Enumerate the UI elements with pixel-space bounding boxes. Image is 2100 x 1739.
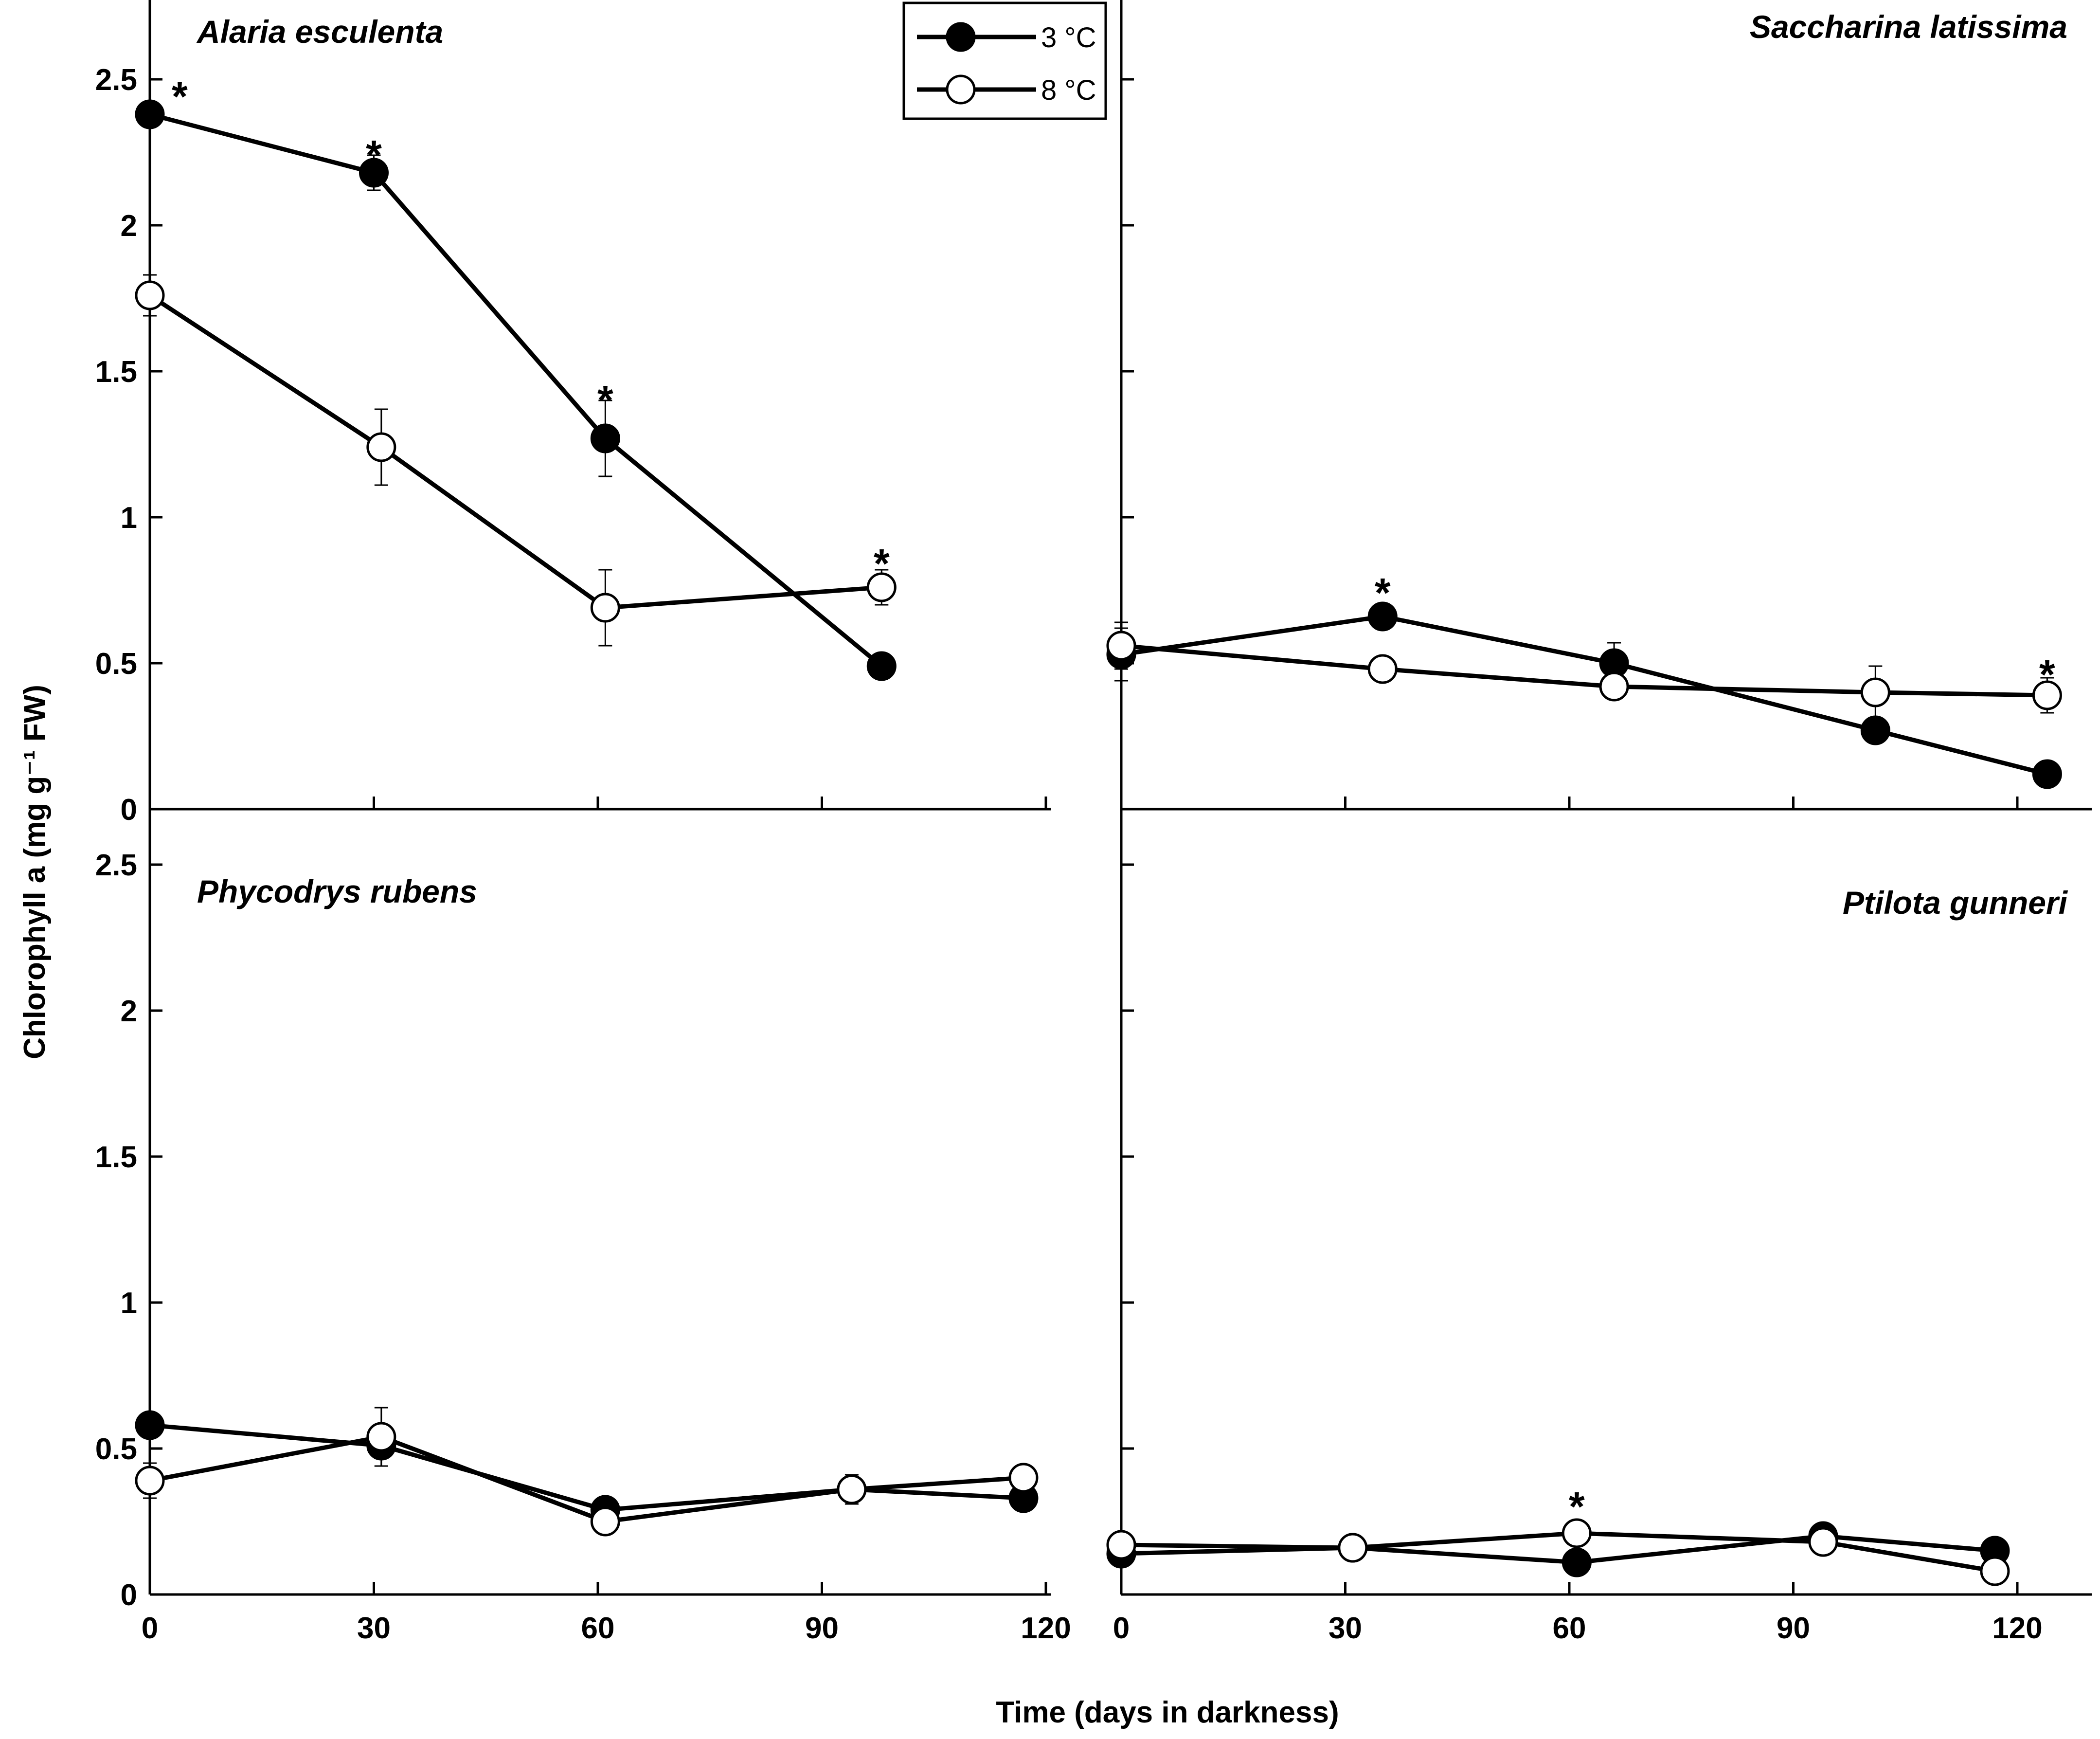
x-tick-label: 0 — [142, 1612, 158, 1645]
panel-title: Phycodrys rubens — [197, 873, 477, 909]
data-point-8c — [866, 572, 897, 602]
data-point-3c — [866, 651, 897, 681]
panel-title: Saccharina latissima — [1750, 9, 2067, 45]
x-tick-label: 0 — [1113, 1612, 1130, 1645]
y-tick-label: 1 — [121, 1286, 137, 1320]
data-point-8c — [1338, 1533, 1368, 1563]
y-tick-label: 0.5 — [95, 1432, 137, 1466]
y-tick-label: 2.5 — [95, 63, 137, 97]
data-point-3c — [590, 423, 620, 453]
significance-star: * — [2039, 652, 2055, 697]
data-point-8c — [590, 593, 620, 623]
y-tick-label: 1.5 — [95, 355, 137, 389]
series-8c — [135, 274, 897, 647]
legend-box — [902, 1, 1107, 120]
series-line-3c — [149, 112, 883, 668]
y-tick-label: 1.5 — [95, 1141, 137, 1174]
data-point-8c — [135, 1466, 165, 1496]
x-tick-label: 90 — [805, 1612, 839, 1645]
y-tick-label: 2.5 — [95, 849, 137, 882]
x-tick-label: 60 — [1553, 1612, 1586, 1645]
significance-star: * — [366, 132, 382, 178]
series-3c — [135, 99, 897, 681]
data-point-3c — [135, 1410, 165, 1440]
panel-phycodrys-rubens: 0 0.5 1 1.5 2 2.5 0 30 60 90 120 Phycodrys rubens — [95, 809, 1071, 1645]
legend-label-3c: 3 °C — [1041, 22, 1096, 54]
data-point-8c — [1008, 1463, 1039, 1493]
data-point-8c — [1860, 677, 1890, 707]
significance-star: * — [1375, 570, 1391, 616]
series-3c — [1106, 601, 2062, 789]
y-tick-label: 0 — [121, 1578, 137, 1612]
series-line-8c — [148, 293, 882, 610]
panel-title: Alaria esculenta — [196, 14, 443, 50]
data-point-8c — [1367, 654, 1398, 684]
data-point-8c — [1808, 1527, 1838, 1557]
data-point-3c — [1367, 601, 1398, 632]
panel-saccharina-latissima: Saccharina latissima * * — [1106, 0, 2092, 811]
y-tick-label: 2 — [121, 995, 137, 1028]
data-point-3c — [1860, 715, 1890, 745]
data-point-3c — [135, 99, 165, 129]
x-tick-label: 30 — [1328, 1612, 1362, 1645]
legend: 3 °C 8 °C — [902, 1, 1107, 120]
legend-label-8c: 8 °C — [1041, 74, 1096, 106]
data-point-3c — [359, 158, 389, 188]
data-point-8c — [135, 280, 165, 310]
data-point-8c — [1106, 631, 1136, 661]
data-point-8c — [1599, 671, 1629, 702]
series-8c — [1106, 621, 2062, 720]
y-tick-label: 2 — [121, 209, 137, 243]
y-tick-label: 0 — [121, 793, 137, 827]
data-point-8c — [2032, 680, 2062, 710]
data-point-3c — [1562, 1547, 1592, 1577]
legend-marker-3c — [946, 22, 976, 52]
series-8c — [1106, 1518, 2010, 1586]
significance-star: * — [1569, 1484, 1585, 1529]
significance-star: * — [172, 73, 188, 119]
x-tick-label: 60 — [581, 1612, 615, 1645]
y-axis-title: Chlorophyll a (mg g⁻¹ FW) — [18, 685, 52, 1059]
data-point-8c — [1562, 1518, 1592, 1548]
x-tick-label: 120 — [1021, 1612, 1071, 1645]
x-tick-label: 30 — [357, 1612, 391, 1645]
data-point-8c — [837, 1474, 867, 1504]
y-tick-label: 1 — [121, 501, 137, 535]
data-point-8c — [366, 432, 396, 462]
x-tick-label: 90 — [1777, 1612, 1810, 1645]
legend-marker-8c — [946, 74, 976, 105]
data-point-8c — [366, 1422, 396, 1452]
data-point-8c — [590, 1506, 620, 1537]
series-8c — [135, 1407, 1039, 1537]
y-tick-label: 0.5 — [95, 647, 137, 681]
data-point-3c — [2032, 759, 2062, 789]
panel-title: Ptilota gunneri — [1843, 885, 2068, 921]
x-axis-title: Time (days in darkness) — [996, 1696, 1339, 1729]
data-point-8c — [1980, 1556, 2010, 1586]
significance-star: * — [597, 377, 613, 423]
data-point-8c — [1106, 1530, 1136, 1560]
x-tick-label: 120 — [1992, 1612, 2042, 1645]
panel-ptilota-gunneri: 0 30 60 90 120 Ptilota gunneri * — [1106, 809, 2092, 1645]
significance-star: * — [874, 541, 890, 586]
